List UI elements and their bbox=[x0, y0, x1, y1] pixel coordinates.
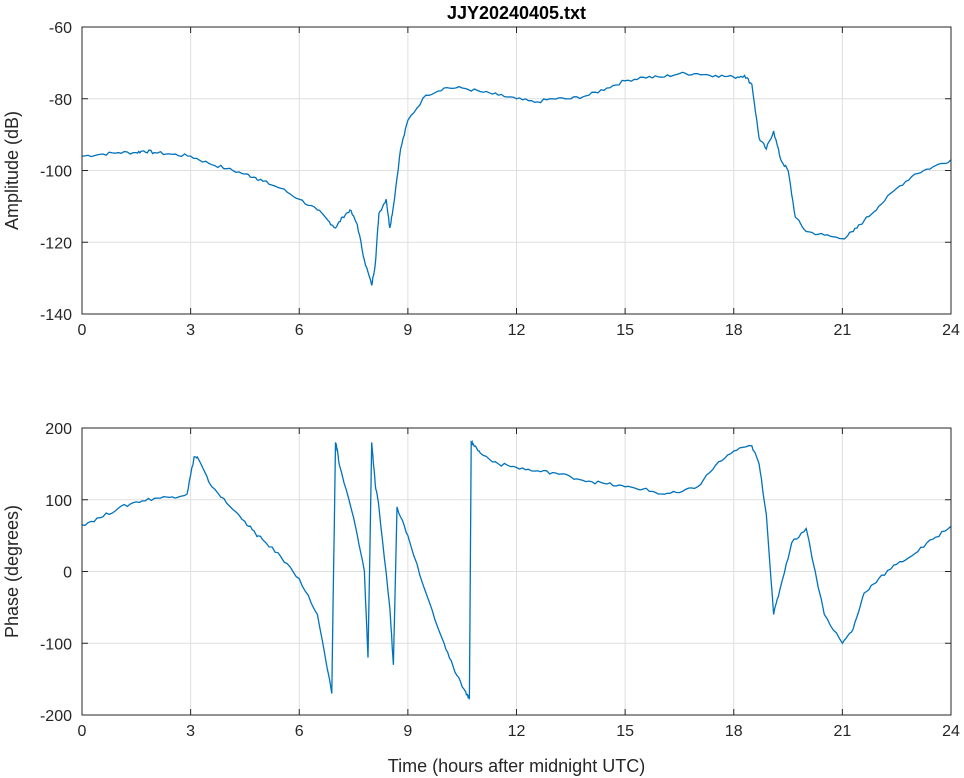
phase-x-tick-label: 24 bbox=[942, 723, 960, 740]
phase-y-tick-label: 100 bbox=[45, 493, 72, 510]
phase-panel: 0 3 6 9 12 15 18 21 24 200 100 0 -100 -200 Phase (deg… bbox=[2, 421, 960, 776]
phase-series-line bbox=[81, 439, 952, 700]
phase-ticks: 0 3 6 9 12 15 18 21 24 200 100 0 -100 -200 bbox=[40, 421, 960, 740]
x-axis-label: Time (hours after midnight UTC) bbox=[388, 756, 645, 776]
phase-x-tick-label: 3 bbox=[186, 723, 195, 740]
amplitude-y-tick-label: -60 bbox=[49, 20, 72, 37]
phase-y-tick-label: -200 bbox=[40, 708, 72, 725]
amplitude-x-tick-label: 15 bbox=[616, 322, 634, 339]
phase-x-tick-label: 21 bbox=[833, 723, 851, 740]
amplitude-y-tick-label: -100 bbox=[40, 164, 72, 181]
phase-y-tick-label: -100 bbox=[40, 636, 72, 653]
phase-x-tick-label: 12 bbox=[508, 723, 526, 740]
amplitude-x-tick-label: 18 bbox=[725, 322, 743, 339]
phase-x-tick-label: 6 bbox=[295, 723, 304, 740]
amplitude-x-tick-label: 6 bbox=[295, 322, 304, 339]
phase-x-tick-label: 0 bbox=[78, 723, 87, 740]
amplitude-panel: 0 3 6 9 12 15 18 21 24 -60 -80 -100 -120 -140 JJY2024… bbox=[2, 3, 960, 339]
amplitude-x-tick-label: 0 bbox=[78, 322, 87, 339]
phase-y-tick-label: 0 bbox=[63, 565, 72, 582]
phase-y-axis-label: Phase (degrees) bbox=[2, 505, 22, 638]
amplitude-y-tick-label: -80 bbox=[49, 92, 72, 109]
amplitude-x-tick-label: 21 bbox=[833, 322, 851, 339]
phase-x-tick-label: 9 bbox=[403, 723, 412, 740]
phase-y-tick-label: 200 bbox=[45, 421, 72, 438]
amplitude-x-tick-label: 12 bbox=[508, 322, 526, 339]
amplitude-y-axis-label: Amplitude (dB) bbox=[2, 111, 22, 230]
amplitude-series-line bbox=[81, 71, 952, 286]
chart-title: JJY20240405.txt bbox=[447, 3, 586, 23]
amplitude-ticks: 0 3 6 9 12 15 18 21 24 -60 -80 -100 -120 -140 bbox=[40, 20, 960, 339]
amplitude-y-tick-label: -140 bbox=[40, 307, 72, 324]
amplitude-x-tick-label: 24 bbox=[942, 322, 960, 339]
phase-x-tick-label: 18 bbox=[725, 723, 743, 740]
amplitude-y-tick-label: -120 bbox=[40, 235, 72, 252]
phase-x-tick-label: 15 bbox=[616, 723, 634, 740]
amplitude-x-tick-label: 3 bbox=[186, 322, 195, 339]
amplitude-x-tick-label: 9 bbox=[403, 322, 412, 339]
